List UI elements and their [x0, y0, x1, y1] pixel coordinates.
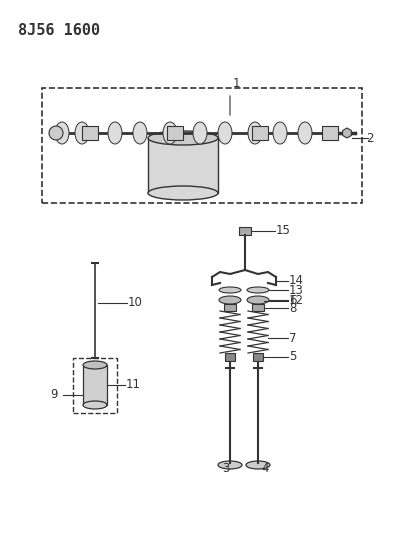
- Text: 7: 7: [289, 332, 296, 344]
- Ellipse shape: [83, 361, 107, 369]
- FancyBboxPatch shape: [225, 353, 235, 361]
- FancyBboxPatch shape: [167, 126, 183, 140]
- FancyBboxPatch shape: [82, 126, 98, 140]
- Ellipse shape: [219, 296, 241, 304]
- Ellipse shape: [218, 122, 232, 144]
- Ellipse shape: [55, 122, 69, 144]
- Ellipse shape: [218, 461, 242, 469]
- Text: 6: 6: [289, 295, 296, 308]
- FancyBboxPatch shape: [83, 365, 107, 405]
- Polygon shape: [343, 128, 351, 138]
- Text: 13: 13: [289, 284, 304, 296]
- Ellipse shape: [248, 122, 262, 144]
- Ellipse shape: [273, 122, 287, 144]
- Ellipse shape: [163, 122, 177, 144]
- Text: 1: 1: [233, 77, 240, 90]
- FancyBboxPatch shape: [252, 304, 264, 311]
- FancyBboxPatch shape: [253, 353, 263, 361]
- Ellipse shape: [298, 122, 312, 144]
- Text: 14: 14: [289, 274, 304, 287]
- Ellipse shape: [75, 122, 89, 144]
- Text: 8J56 1600: 8J56 1600: [18, 23, 100, 38]
- FancyBboxPatch shape: [322, 126, 338, 140]
- Text: 11: 11: [126, 378, 141, 392]
- Text: 4: 4: [261, 463, 268, 475]
- FancyBboxPatch shape: [148, 138, 218, 193]
- FancyBboxPatch shape: [252, 126, 268, 140]
- Ellipse shape: [133, 122, 147, 144]
- Ellipse shape: [83, 401, 107, 409]
- FancyBboxPatch shape: [239, 227, 251, 235]
- Text: 12: 12: [289, 294, 304, 306]
- Ellipse shape: [247, 287, 269, 293]
- Text: 8: 8: [289, 302, 296, 314]
- Text: 10: 10: [128, 296, 143, 310]
- Text: 5: 5: [289, 351, 296, 364]
- Text: 15: 15: [276, 224, 291, 238]
- Ellipse shape: [148, 131, 218, 145]
- Ellipse shape: [247, 296, 269, 304]
- Ellipse shape: [193, 122, 207, 144]
- Ellipse shape: [219, 287, 241, 293]
- FancyBboxPatch shape: [224, 304, 236, 311]
- Ellipse shape: [148, 186, 218, 200]
- Text: 9: 9: [50, 389, 58, 401]
- Ellipse shape: [246, 461, 270, 469]
- Text: 2: 2: [366, 132, 374, 144]
- Ellipse shape: [108, 122, 122, 144]
- Text: 3: 3: [222, 463, 229, 475]
- Circle shape: [49, 126, 63, 140]
